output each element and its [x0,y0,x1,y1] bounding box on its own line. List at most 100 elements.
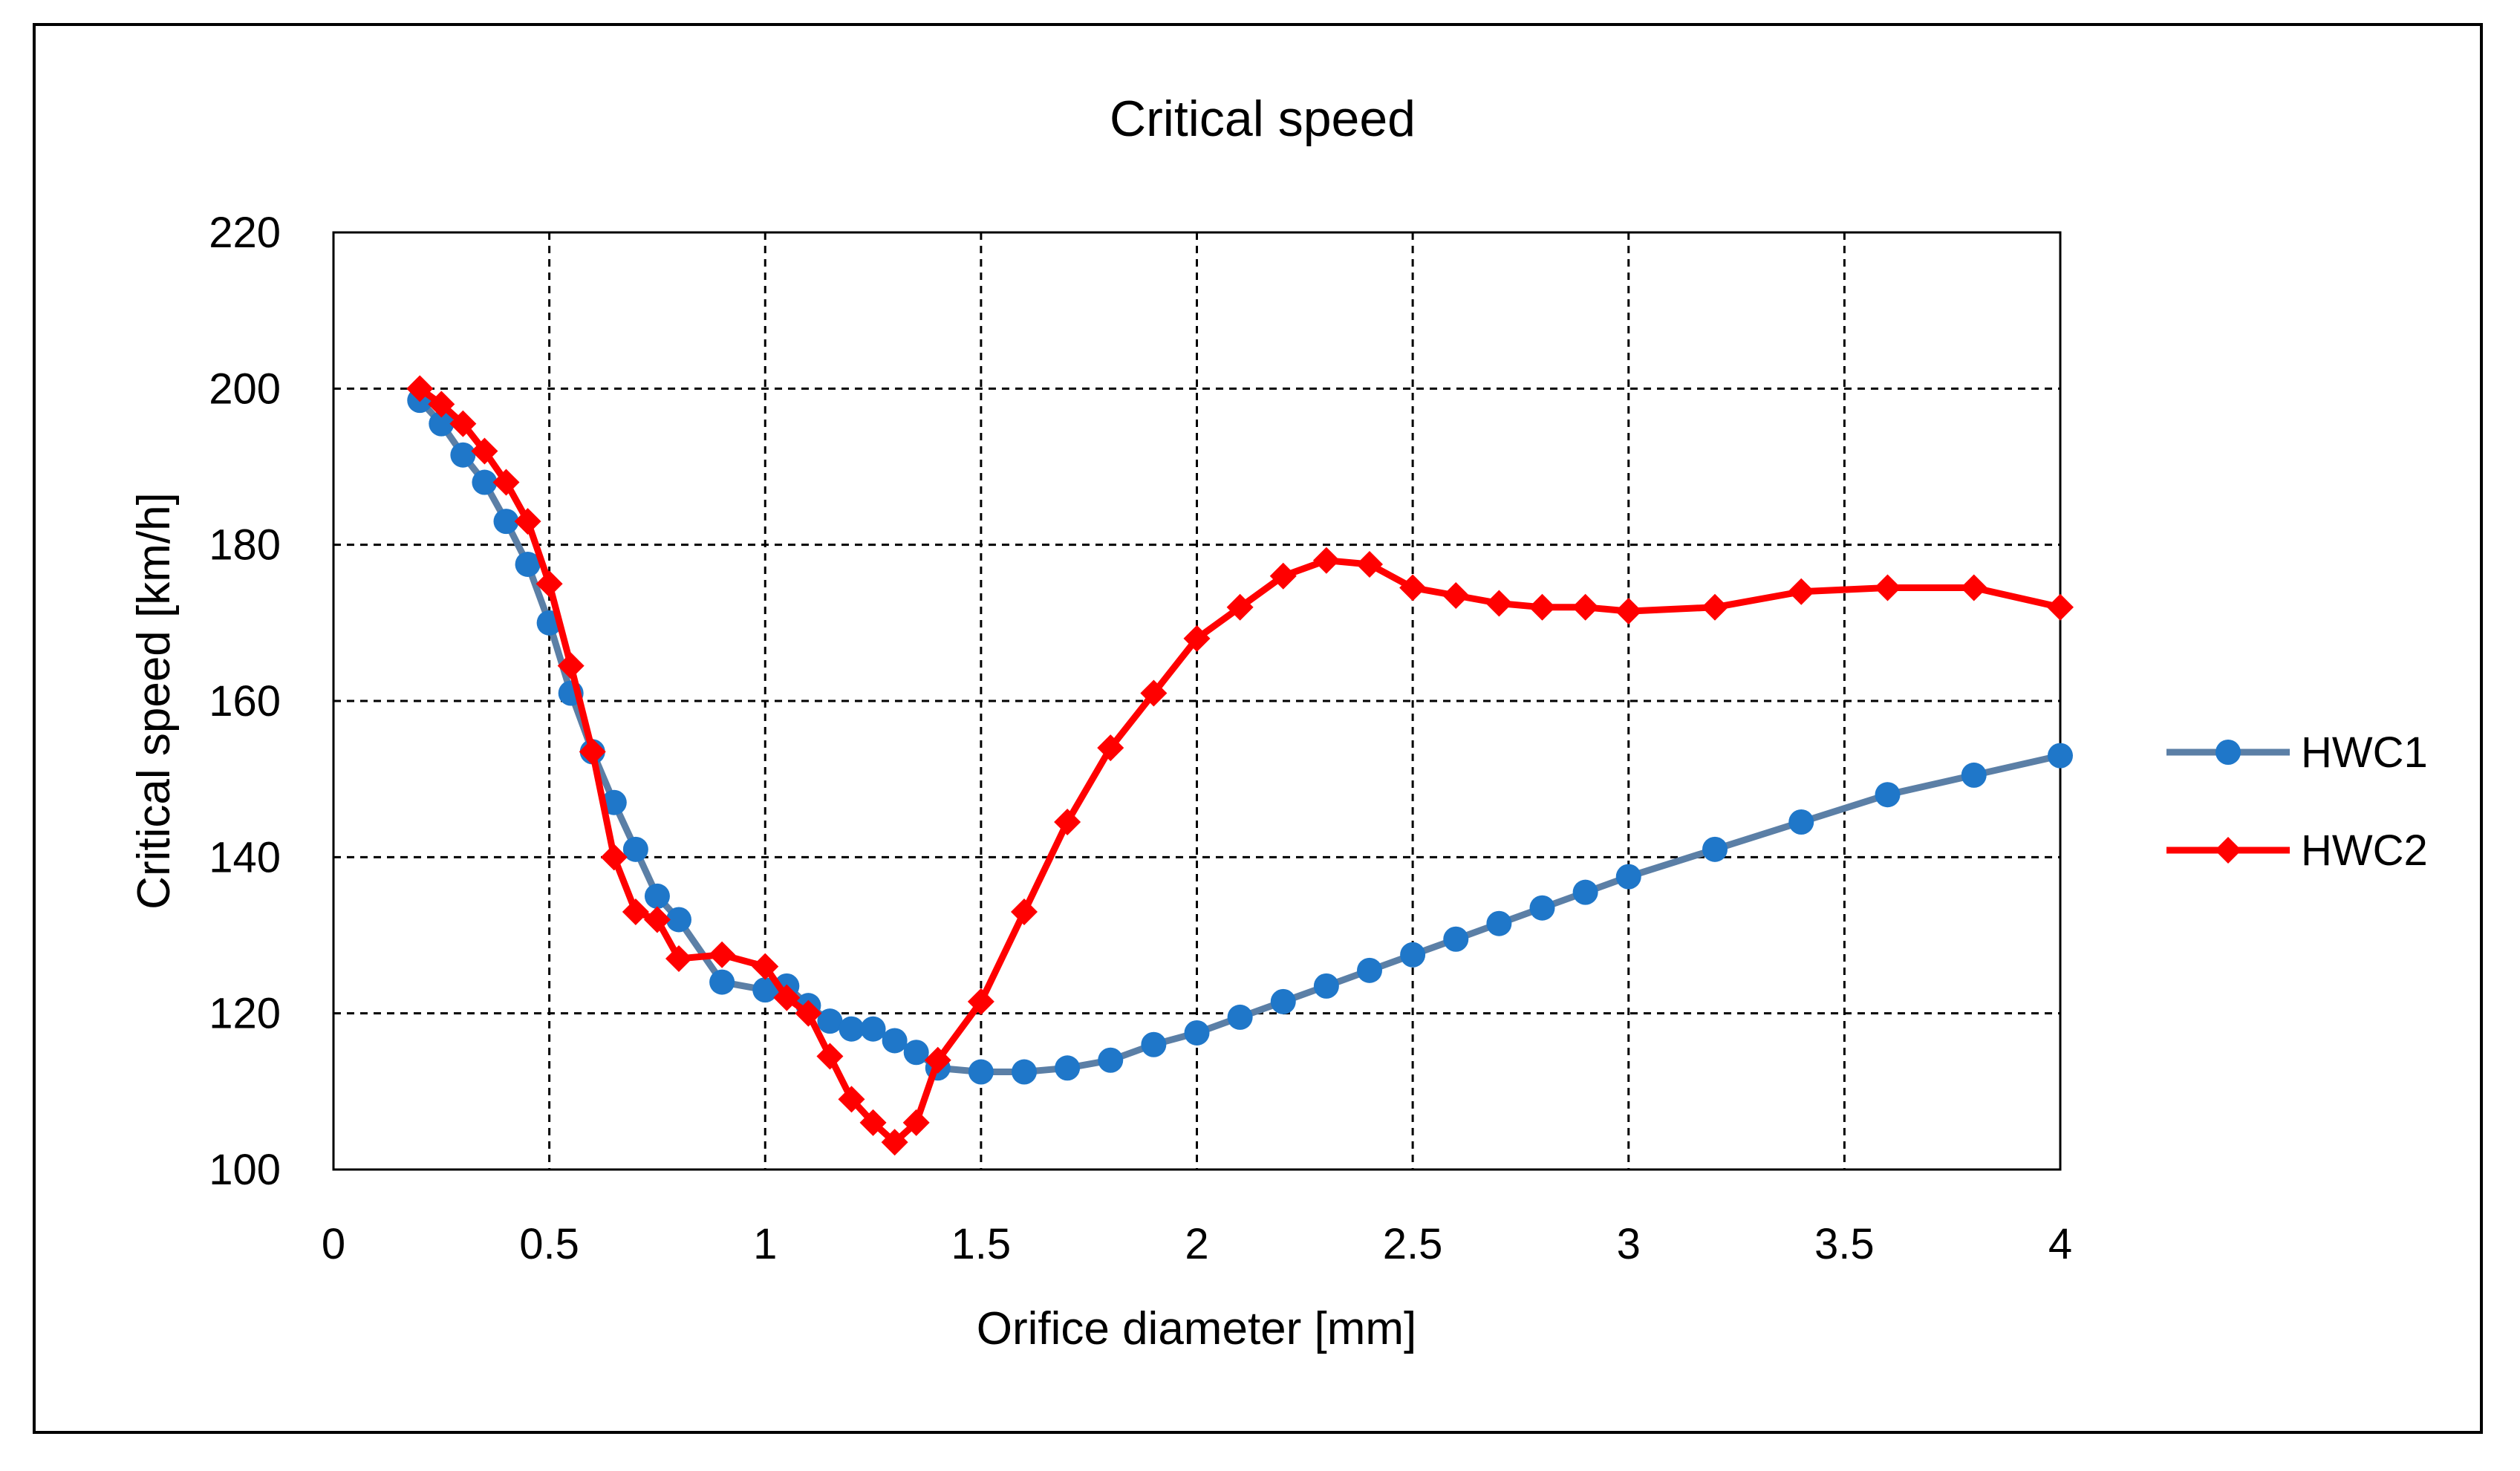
data-point-hwc2 [1312,547,1340,574]
data-point-hwc1 [1313,973,1339,999]
data-point-hwc1 [709,969,735,995]
data-point-hwc2 [579,738,606,766]
data-point-hwc2 [1269,562,1297,590]
chart-title: Critical speed [1110,91,1416,147]
data-point-hwc2 [1702,593,1728,621]
data-point-hwc1 [450,442,476,468]
chart-frame [33,23,2483,1434]
plot-area [332,231,2062,1171]
series-hwc2 [406,375,2074,1156]
x-tick-label: 1.5 [951,1220,1012,1268]
data-point-hwc1 [1357,957,1382,983]
data-point-hwc1 [1529,895,1555,921]
data-point-hwc2 [1054,809,1081,836]
x-tick-label: 0.5 [519,1220,579,1268]
data-point-hwc2 [1399,574,1427,601]
data-point-hwc2 [967,988,994,1015]
data-point-hwc2 [1615,598,1642,625]
data-point-hwc2 [1572,593,1599,621]
data-point-hwc2 [406,375,434,402]
series-hwc1 [407,388,2073,1085]
legend: HWC1 HWC2 [2166,728,2428,875]
data-point-hwc1 [1788,809,1814,835]
y-tick-label: 100 [209,1146,281,1194]
data-point-hwc2 [838,1086,865,1113]
y-tick-label: 140 [209,833,281,881]
series-layer [406,375,2074,1156]
x-tick-label: 2 [1185,1220,1208,1268]
data-point-hwc1 [1098,1047,1124,1073]
data-point-hwc1 [1270,988,1296,1014]
x-tick-label: 3.5 [1814,1220,1875,1268]
data-point-hwc1 [1702,836,1728,862]
data-point-hwc2 [1183,624,1211,652]
data-point-hwc2 [816,1043,844,1070]
data-point-hwc1 [1572,879,1598,905]
data-point-hwc1 [817,1008,843,1034]
data-point-hwc2 [1097,734,1124,762]
data-point-hwc2 [1528,593,1556,621]
x-tick-label: 1 [753,1220,777,1268]
data-point-hwc1 [1400,942,1426,968]
legend-label: HWC1 [2301,728,2428,777]
data-point-hwc1 [882,1028,908,1054]
y-tick-label: 180 [209,521,281,570]
legend-marker [2215,740,2241,765]
data-point-hwc2 [859,1109,887,1136]
data-point-hwc2 [1226,593,1254,621]
data-point-hwc1 [622,836,648,862]
y-tick-label: 200 [209,365,281,413]
data-point-hwc1 [839,1016,865,1042]
data-point-hwc2 [1356,550,1383,578]
data-point-hwc1 [1012,1059,1037,1085]
data-point-hwc1 [429,411,455,437]
data-point-hwc2 [795,999,822,1027]
data-point-hwc1 [472,469,498,495]
data-point-hwc2 [881,1129,908,1156]
data-point-hwc1 [1227,1004,1253,1030]
data-point-hwc2 [924,1046,951,1074]
legend-label: HWC2 [2301,826,2428,875]
data-point-hwc1 [968,1059,994,1085]
y-axis-ticks: 100 120 140 160 180 200 220 [209,209,281,1194]
legend-marker [2215,837,2241,864]
data-point-hwc1 [2048,743,2073,769]
data-point-hwc2 [773,984,801,1011]
legend-item-hwc1: HWC1 [2166,728,2428,777]
data-point-hwc2 [622,898,649,925]
data-point-hwc1 [601,789,627,815]
data-point-hwc1 [1486,910,1512,936]
y-tick-label: 120 [209,990,281,1038]
data-point-hwc2 [902,1109,930,1136]
data-point-hwc1 [1055,1055,1081,1081]
x-tick-label: 0 [322,1220,345,1268]
data-point-hwc2 [449,410,477,437]
data-point-hwc2 [1788,578,1815,605]
data-point-hwc2 [471,437,498,465]
data-point-hwc1 [860,1016,886,1042]
data-point-hwc2 [752,953,779,980]
x-tick-label: 3 [1617,1220,1641,1268]
y-tick-label: 160 [209,677,281,725]
data-point-hwc2 [1140,679,1168,707]
data-point-hwc2 [1960,574,1987,601]
data-point-hwc1 [515,551,541,577]
data-point-hwc2 [2047,593,2074,621]
data-point-hwc2 [1874,574,1901,601]
y-axis-label: Critical speed [km/h] [128,492,180,910]
series-line-hwc1 [417,398,2061,1075]
data-point-hwc2 [514,508,541,535]
data-point-hwc2 [600,844,628,871]
data-point-hwc1 [1141,1031,1167,1057]
data-point-hwc2 [535,570,563,598]
data-point-hwc1 [666,907,691,933]
data-point-hwc2 [665,945,692,973]
data-point-hwc1 [1961,762,1987,788]
data-point-hwc1 [644,883,670,909]
data-point-hwc2 [643,906,671,933]
data-point-hwc1 [1875,782,1901,808]
data-point-hwc1 [493,509,519,535]
x-axis-ticks: 0 0.5 1 1.5 2 2.5 3 3.5 4 [322,1220,2072,1268]
data-point-hwc1 [903,1040,929,1066]
data-point-hwc1 [1615,864,1641,890]
